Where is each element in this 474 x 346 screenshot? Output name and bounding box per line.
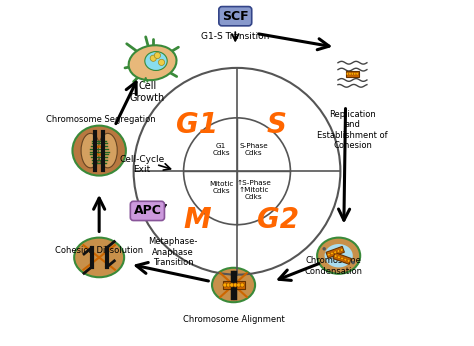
Text: M: M [183, 206, 211, 234]
Text: G1
Cdks: G1 Cdks [212, 143, 230, 156]
Circle shape [341, 257, 344, 260]
Ellipse shape [325, 244, 353, 267]
Polygon shape [346, 71, 359, 76]
Text: G1-S Transition: G1-S Transition [201, 33, 269, 42]
Ellipse shape [317, 238, 360, 274]
Circle shape [351, 261, 355, 264]
Circle shape [226, 283, 230, 287]
Circle shape [155, 52, 161, 58]
Ellipse shape [81, 133, 100, 168]
Circle shape [349, 72, 351, 75]
Text: Cohesion Dissolution: Cohesion Dissolution [55, 246, 143, 255]
Polygon shape [326, 246, 345, 258]
Ellipse shape [145, 52, 167, 71]
Ellipse shape [74, 238, 124, 277]
Text: ↑S-Phase
↑Mitotic
Cdks: ↑S-Phase ↑Mitotic Cdks [236, 180, 271, 200]
Circle shape [347, 260, 350, 262]
Circle shape [158, 59, 164, 65]
Circle shape [356, 72, 359, 75]
Circle shape [334, 251, 337, 254]
Text: SCF: SCF [222, 10, 248, 23]
Circle shape [346, 72, 349, 75]
Ellipse shape [73, 126, 126, 175]
Text: Cell
Growth: Cell Growth [130, 81, 165, 103]
Text: Mitotic
Cdks: Mitotic Cdks [209, 181, 233, 194]
Text: Chromosome Alignment: Chromosome Alignment [182, 315, 284, 324]
Circle shape [334, 255, 337, 257]
Circle shape [330, 252, 333, 255]
Circle shape [337, 256, 340, 259]
Circle shape [230, 283, 234, 287]
Ellipse shape [98, 133, 117, 168]
Text: G2: G2 [256, 206, 299, 234]
Ellipse shape [128, 45, 176, 80]
Text: S-Phase
Cdks: S-Phase Cdks [239, 143, 268, 156]
Circle shape [240, 283, 244, 287]
Circle shape [340, 248, 343, 251]
Text: APC: APC [134, 204, 161, 217]
Text: Chromosome
Condensation: Chromosome Condensation [304, 256, 363, 276]
Text: Chromosome Segregation: Chromosome Segregation [46, 115, 155, 124]
Ellipse shape [212, 268, 255, 302]
Circle shape [328, 253, 330, 256]
Polygon shape [333, 253, 351, 264]
Circle shape [233, 283, 237, 287]
Circle shape [354, 72, 356, 75]
Text: G1: G1 [176, 111, 219, 139]
Circle shape [337, 250, 340, 253]
Circle shape [322, 247, 326, 251]
Polygon shape [222, 281, 245, 289]
Circle shape [344, 258, 346, 261]
Text: Replication
and
Establishment of
Cohesion: Replication and Establishment of Cohesio… [317, 110, 388, 150]
Text: S: S [267, 111, 287, 139]
Circle shape [351, 72, 354, 75]
Circle shape [223, 283, 227, 287]
Text: Metaphase-
Anaphase
Transition: Metaphase- Anaphase Transition [148, 237, 198, 267]
Circle shape [150, 55, 156, 61]
Text: Cell-Cycle
Exit: Cell-Cycle Exit [119, 155, 165, 174]
Circle shape [237, 283, 241, 287]
